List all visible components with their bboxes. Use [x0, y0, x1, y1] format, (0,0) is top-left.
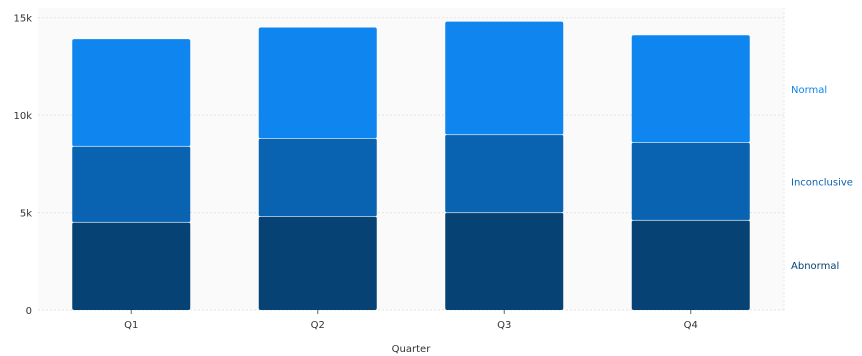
bars: [72, 21, 750, 310]
x-tick-label: Q1: [124, 320, 138, 331]
y-tick-label: 5k: [20, 209, 32, 220]
bar-segment-normal-q4[interactable]: [631, 35, 750, 143]
bar-segment-normal-q2[interactable]: [258, 27, 377, 139]
bar-segment-inconclusive-q3[interactable]: [445, 134, 564, 213]
bar-segment-abnormal-q1[interactable]: [72, 222, 191, 310]
legend-item-abnormal[interactable]: Abnormal: [791, 261, 839, 272]
bar-segment-abnormal-q4[interactable]: [631, 220, 750, 310]
x-tick-label: Q4: [684, 320, 698, 331]
bar-segment-normal-q3[interactable]: [445, 21, 564, 135]
bar-segment-inconclusive-q4[interactable]: [631, 142, 750, 221]
y-axis: 0 5k 10k 15k: [13, 14, 32, 317]
bar-segment-inconclusive-q2[interactable]: [258, 138, 377, 217]
legend-item-inconclusive[interactable]: Inconclusive: [791, 177, 853, 188]
y-tick-label: 10k: [13, 111, 32, 122]
x-tick-label: Q3: [497, 320, 511, 331]
legend: Abnormal Inconclusive Normal: [791, 85, 853, 272]
x-tick-label: Q2: [311, 320, 325, 331]
bar-segment-inconclusive-q1[interactable]: [72, 146, 191, 223]
legend-item-normal[interactable]: Normal: [791, 85, 827, 96]
bar-segment-normal-q1[interactable]: [72, 39, 191, 147]
x-axis: Q1 Q2 Q3 Q4: [124, 310, 698, 331]
y-tick-label: 15k: [13, 14, 32, 25]
bar-segment-abnormal-q3[interactable]: [445, 212, 564, 310]
x-axis-title: Quarter: [392, 344, 432, 355]
y-tick-label: 0: [26, 306, 32, 317]
bar-segment-abnormal-q2[interactable]: [258, 216, 377, 310]
